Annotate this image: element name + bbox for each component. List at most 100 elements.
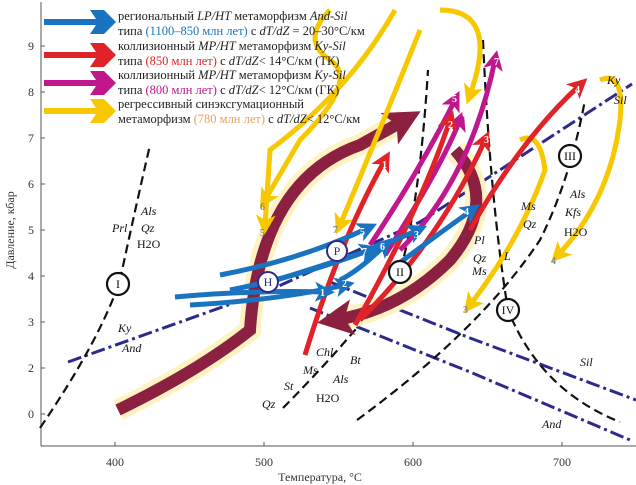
mineral-label: Prl <box>111 221 128 235</box>
arrow-number: 5 <box>260 228 265 239</box>
arrow-number: 3 <box>463 305 468 316</box>
mineral-label: Sil <box>614 93 627 107</box>
mineral-label: Qz <box>473 251 487 265</box>
legend-text: Ky-Sil <box>314 39 346 53</box>
mineral-label: H2O <box>316 391 340 405</box>
mineral-label: Pl <box>473 233 485 247</box>
mineral-label: And <box>541 417 562 431</box>
mineral-labels: Prl Als Qz H2O Ky And Chl Bt Ms Als St Q… <box>111 73 627 431</box>
mineral-label: Qz <box>523 217 537 231</box>
mineral-label: Qz <box>262 397 276 411</box>
yellow-arrow-numbers: 3 4 5 6 7 <box>260 202 556 316</box>
legend-age: (780 млн лет) <box>193 112 266 126</box>
legend-text: регрессивный синэксгумационный <box>118 97 304 111</box>
y-tick: 4 <box>28 269 34 283</box>
legend-text: And-Sil <box>309 9 348 23</box>
mineral-label: And <box>121 341 142 355</box>
legend-item-tk: коллизионный MP/HT метаморфизм Ky-Sil ти… <box>118 39 346 69</box>
x-tick: 500 <box>255 455 273 469</box>
legend-text: с <box>216 83 229 97</box>
mineral-label: Als <box>569 187 586 201</box>
mineral-label: Als <box>332 372 349 386</box>
regional-arrows <box>174 204 481 308</box>
y-tick: 5 <box>28 223 34 237</box>
axes: 9 8 7 6 5 4 3 2 0 400 500 600 700 Темпер… <box>3 2 636 484</box>
legend-age: (800 млн лет) <box>145 83 217 97</box>
legend-text: dT/dZ <box>259 24 290 38</box>
legend-text: с <box>216 54 229 68</box>
legend-text: метаморфизм <box>235 39 315 53</box>
legend-item-gk: коллизионный MP/HT метаморфизм Ky-Sil ти… <box>118 68 346 98</box>
x-tick: 700 <box>553 455 571 469</box>
mineral-label: Ky <box>606 73 621 87</box>
legend-text: = 20–30°С/км <box>289 24 365 38</box>
mineral-label: Bt <box>350 353 361 367</box>
y-tick: 2 <box>28 361 34 375</box>
mineral-label: Ms <box>302 363 318 377</box>
y-tick: 0 <box>28 407 34 421</box>
arrow-number: 3 <box>484 135 489 146</box>
mineral-label: Ky <box>117 321 132 335</box>
legend-text: с <box>265 112 277 126</box>
point-markers <box>257 240 348 293</box>
legend-item-regional: региональный LP/HT метаморфизм And-Sil т… <box>118 9 365 39</box>
point-label: H <box>264 275 273 289</box>
y-axis-label: Давление, кбар <box>3 191 17 268</box>
legend-text: типа <box>118 24 146 38</box>
legend-text: dT/dZ <box>228 83 259 97</box>
y-tick: 3 <box>28 315 34 329</box>
mineral-label: Ms <box>520 199 536 213</box>
legend-text: коллизионный <box>118 39 199 53</box>
mineral-label: Chl <box>316 345 334 359</box>
regressive-arrows <box>255 7 624 313</box>
legend-text: MP/HT <box>198 39 236 53</box>
legend-age: (1100–850 млн лет) <box>145 24 248 38</box>
legend-text: MP/HT <box>198 68 236 82</box>
y-tick: 6 <box>28 177 34 191</box>
arrow-number: 3 <box>414 230 419 241</box>
arrow-number: 6 <box>462 109 467 120</box>
arrow-number: 2 <box>342 279 347 290</box>
arrow-number: 1 <box>320 288 325 299</box>
legend-text: типа <box>118 54 146 68</box>
x-axis-label: Температура, °С <box>278 470 362 484</box>
exhumation-path <box>113 110 488 420</box>
reaction-label: III <box>564 149 576 163</box>
legend-text: коллизионный <box>118 68 199 82</box>
reaction-label: II <box>396 265 404 279</box>
mineral-label: Qz <box>141 221 155 235</box>
y-tick: 7 <box>28 131 34 145</box>
arrow-number: 4 <box>575 85 580 96</box>
legend-arrows <box>44 10 116 123</box>
arrow-number: 4 <box>551 256 556 267</box>
arrow-numbers: 1 2 3 4 5 6 7 1 2 3 4 5 6 7 <box>320 57 580 299</box>
arrow-number: 6 <box>260 202 265 213</box>
arrow-number: 6 <box>380 242 385 253</box>
arrow-number: 1 <box>382 160 387 171</box>
legend-age: (850 млн лет) <box>145 54 217 68</box>
legend-text: dT/dZ <box>228 54 259 68</box>
legend-text: dT/dZ <box>276 112 307 126</box>
arrow-number: 7 <box>333 225 338 236</box>
point-label: P <box>334 244 341 258</box>
legend-text: типа <box>118 83 146 97</box>
arrow-number: 7 <box>362 247 367 258</box>
y-tick: 9 <box>28 39 34 53</box>
legend-text: региональный <box>118 9 198 23</box>
legend-text: LP/HT <box>197 9 232 23</box>
arrow-number: 5 <box>452 94 457 105</box>
x-tick: 600 <box>404 455 422 469</box>
mineral-label: L <box>503 249 511 263</box>
legend-item-regressive: регрессивный синэксгумационный метаморфи… <box>118 97 360 127</box>
y-tick: 8 <box>28 85 34 99</box>
mineral-label: Sil <box>580 355 593 369</box>
reaction-label: I <box>116 277 120 291</box>
x-tick: 400 <box>106 455 124 469</box>
legend-text: метаморфизм <box>231 9 310 23</box>
arrow-number: 7 <box>494 57 499 68</box>
mineral-label: H2O <box>564 225 588 239</box>
legend-text: метаморфизм <box>118 112 194 126</box>
reaction-markers <box>105 143 583 323</box>
